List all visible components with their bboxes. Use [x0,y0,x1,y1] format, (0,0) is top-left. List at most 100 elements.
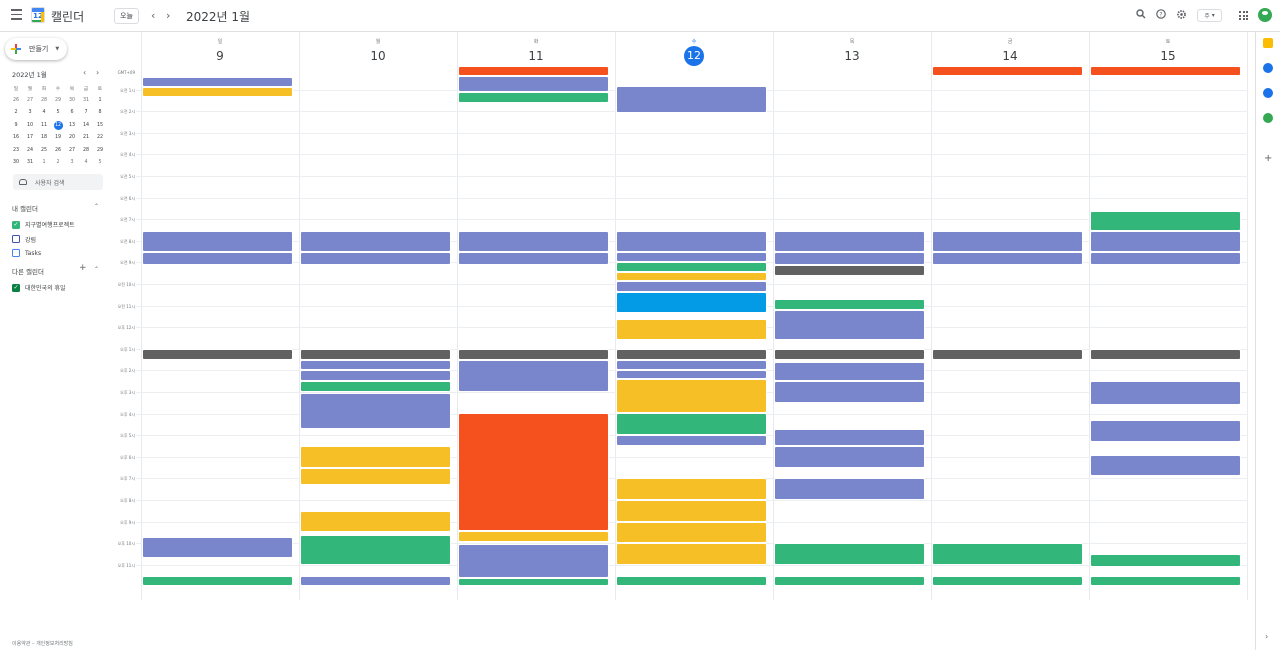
previous-week-button[interactable]: ‹ [151,9,156,22]
tasks-icon[interactable] [1263,63,1273,73]
calendar-event[interactable] [300,393,451,429]
mini-day[interactable]: 18 [40,135,48,141]
mini-day[interactable]: 3 [28,110,32,116]
calendar-event[interactable] [932,348,1083,360]
checkbox-icon[interactable] [12,249,20,257]
calendar-event[interactable] [616,291,767,314]
calendar-item[interactable]: ✓ 대한민국의 휴일 [12,283,66,292]
calendar-event[interactable] [300,381,451,392]
calendar-event[interactable] [142,231,293,252]
calendar-event[interactable] [774,361,925,382]
calendar-event[interactable] [1090,420,1241,442]
checkbox-icon[interactable] [12,235,20,243]
mini-day[interactable]: 16 [12,135,20,141]
calendar-event[interactable] [458,66,609,76]
calendar-event[interactable] [300,231,451,252]
keep-icon[interactable] [1263,38,1273,48]
calendar-event[interactable] [932,231,1083,252]
main-menu-icon[interactable] [11,9,22,23]
create-button[interactable]: 만들기 ▼ [5,38,67,60]
calendar-logo-icon[interactable]: 12 [31,7,45,23]
my-calendars-title[interactable]: 내 캘린더 [12,205,38,213]
calendar-event[interactable] [774,251,925,265]
mini-day[interactable]: 9 [14,122,18,128]
calendar-event[interactable] [616,231,767,252]
mini-day[interactable]: 24 [26,147,34,153]
calendar-event[interactable] [1090,454,1241,477]
mini-day[interactable]: 2 [56,160,60,166]
mini-day[interactable]: 27 [26,98,34,104]
calendar-event[interactable] [616,379,767,413]
calendar-event[interactable] [300,446,451,468]
calendar-event[interactable] [616,348,767,360]
day-header-13[interactable]: 목 13 [773,32,931,68]
calendar-event[interactable] [932,66,1083,76]
calendar-event[interactable] [458,359,609,392]
calendar-event[interactable] [458,251,609,265]
checkbox-icon[interactable]: ✓ [12,220,20,229]
mini-day[interactable]: 17 [26,135,34,141]
calendar-event[interactable] [774,381,925,403]
mini-day[interactable]: 30 [12,160,20,166]
day-number[interactable]: 13 [844,49,860,63]
mini-day[interactable]: 31 [82,98,90,104]
calendar-event[interactable] [458,412,609,532]
calendar-item[interactable]: 강림 [12,235,36,244]
mini-day[interactable]: 14 [82,122,90,128]
today-button[interactable]: 오늘 [114,8,139,24]
mini-day[interactable]: 12 [53,120,63,130]
mini-day[interactable]: 31 [26,160,34,166]
calendar-event[interactable] [1090,575,1241,587]
mini-day[interactable]: 26 [12,98,20,104]
mini-day[interactable]: 13 [68,122,76,128]
calendar-event[interactable] [616,575,767,587]
calendar-event[interactable] [616,272,767,281]
calendar-event[interactable] [1090,66,1241,76]
calendar-event[interactable] [774,309,925,341]
day-number[interactable]: 15 [1160,49,1176,63]
mini-day[interactable]: 19 [54,135,62,141]
calendar-event[interactable] [616,478,767,500]
mini-day[interactable]: 2 [14,110,18,116]
day-number[interactable]: 14 [1002,49,1018,63]
calendar-event[interactable] [932,251,1083,265]
calendar-event[interactable] [774,428,925,446]
calendar-event[interactable] [616,500,767,522]
mini-prev-month-button[interactable]: ‹ [83,68,87,77]
mini-day[interactable]: 15 [96,122,104,128]
calendar-event[interactable] [458,91,609,103]
mini-day[interactable]: 1 [98,98,102,104]
calendar-event[interactable] [300,534,451,565]
calendar-event[interactable] [142,348,293,360]
view-selector[interactable]: 주 ▾ [1197,9,1222,22]
calendar-event[interactable] [616,370,767,380]
mini-day[interactable]: 10 [26,122,34,128]
mini-day[interactable]: 23 [12,147,20,153]
calendar-item[interactable]: ✓ 지구별여행프로젝트 [12,220,75,229]
calendar-event[interactable] [932,575,1083,587]
next-week-button[interactable]: › [166,9,171,22]
day-number[interactable]: 10 [370,49,386,63]
calendar-event[interactable] [616,521,767,544]
calendar-event[interactable] [142,575,293,587]
add-calendar-icon[interactable]: + [79,263,87,273]
calendar-event[interactable] [774,264,925,277]
gear-icon[interactable] [1175,9,1187,21]
calendar-event[interactable] [616,412,767,436]
calendar-event[interactable] [1090,210,1241,232]
calendar-event[interactable] [142,536,293,559]
calendar-event[interactable] [458,531,609,543]
calendar-event[interactable] [616,543,767,565]
calendar-event[interactable] [458,75,609,92]
calendar-event[interactable] [1090,251,1241,265]
day-number[interactable]: 9 [216,49,224,63]
mini-day[interactable]: 27 [68,147,76,153]
help-icon[interactable]: ? [1155,9,1167,21]
calendar-event[interactable] [616,359,767,371]
calendar-event[interactable] [300,575,451,587]
calendar-event[interactable] [142,87,293,98]
mini-day[interactable]: 21 [82,135,90,141]
mini-day[interactable]: 7 [84,110,88,116]
day-number[interactable]: 12 [684,46,704,66]
day-number[interactable]: 11 [528,49,544,63]
